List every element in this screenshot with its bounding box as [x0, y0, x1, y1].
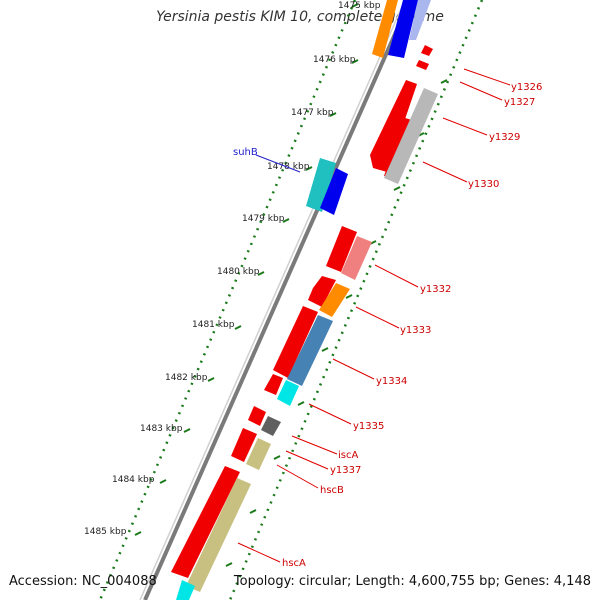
gene-red-f[interactable] — [231, 428, 257, 462]
gene-khaki-y1337[interactable] — [246, 438, 271, 470]
outer-tick — [393, 186, 401, 191]
scale-label-1479: 1479 kbp — [242, 214, 285, 224]
tick — [329, 112, 337, 117]
tick — [159, 479, 167, 484]
accession-label: Accession: NC_004088 — [9, 574, 157, 589]
gene-cyan-y1335[interactable] — [277, 380, 299, 406]
gene-label-y1330[interactable]: y1330 — [468, 179, 499, 190]
gene-pink-y1332[interactable] — [341, 236, 372, 280]
scale-label-1483: 1483 kbp — [140, 424, 183, 434]
gene-label-suhb[interactable]: suhB — [233, 147, 258, 158]
gene-label-group: y1326 y1327 y1329 y1330 y1332 y1333 y133… — [282, 82, 542, 569]
gene-blue-suhb[interactable] — [320, 168, 348, 215]
tick — [305, 166, 313, 171]
outer-tick — [225, 562, 233, 567]
gene-label-y1337[interactable]: y1337 — [330, 465, 361, 476]
gene-orange-top[interactable] — [372, 0, 398, 58]
gene-red-y1327[interactable] — [416, 60, 429, 70]
gene-label-y1326[interactable]: y1326 — [511, 82, 542, 93]
map-title: Yersinia pestis KIM 10, complete genome — [156, 9, 444, 25]
gene-red-g[interactable] — [171, 466, 240, 578]
tick — [257, 271, 265, 276]
outer-tick — [273, 455, 281, 460]
scale-label-1481: 1481 kbp — [192, 320, 235, 330]
gene-label-y1327[interactable]: y1327 — [504, 97, 535, 108]
gene-label-hsca[interactable]: hscA — [282, 558, 306, 569]
outer-tick — [297, 401, 305, 406]
gene-red-e[interactable] — [248, 406, 266, 426]
label-connector-suhb — [255, 154, 301, 173]
gene-steelblue-y1334[interactable] — [287, 315, 333, 386]
forward-strand-genes — [176, 0, 438, 600]
outer-tick — [249, 509, 257, 514]
gene-lightblue-top[interactable] — [409, 0, 431, 40]
outer-tick — [321, 347, 329, 352]
gene-orange-y1333[interactable] — [319, 283, 350, 317]
tick — [351, 59, 359, 64]
tick — [134, 531, 142, 536]
gene-red-d[interactable] — [264, 374, 283, 395]
tick — [282, 218, 290, 223]
tick — [234, 325, 242, 330]
gene-red-y1326[interactable] — [421, 45, 433, 56]
gene-label-y1334[interactable]: y1334 — [376, 376, 407, 387]
gene-label-hscb[interactable]: hscB — [320, 485, 344, 496]
gene-red-b[interactable] — [308, 276, 336, 307]
tick — [351, 3, 359, 8]
gene-cyan-bottom[interactable] — [176, 580, 195, 600]
gene-blue-top[interactable] — [388, 0, 418, 58]
label-connectors — [237, 68, 511, 563]
scale-label-1476: 1476 kbp — [313, 55, 356, 65]
gene-label-y1329[interactable]: y1329 — [489, 132, 520, 143]
gene-label-y1332[interactable]: y1332 — [420, 284, 451, 295]
outer-scale-line — [228, 0, 484, 600]
gene-red-h[interactable] — [370, 80, 417, 172]
scale-label-1480: 1480 kbp — [217, 267, 260, 277]
gene-red-a[interactable] — [326, 226, 357, 272]
scale-label-1484: 1484 kbp — [112, 475, 155, 485]
gene-label-y1335[interactable]: y1335 — [353, 421, 384, 432]
genome-backbone-shadow — [139, 0, 406, 600]
gene-label-y1333[interactable]: y1333 — [400, 325, 431, 336]
gene-darkgrey-isca[interactable] — [261, 416, 281, 436]
kbp-scale: 1475 kbp 1476 kbp 1477 kbp 1478 kbp 1479… — [84, 1, 448, 567]
scale-label-1475: 1475 kbp — [338, 1, 381, 11]
gene-khaki-hsca[interactable] — [186, 478, 251, 592]
genome-summary: Topology: circular; Length: 4,600,755 bp… — [233, 574, 591, 589]
gene-red-c[interactable] — [273, 306, 318, 378]
genome-backbone — [143, 0, 412, 600]
scale-label-1485: 1485 kbp — [84, 527, 127, 537]
scale-label-1482: 1482 kbp — [165, 373, 208, 383]
gene-label-isca[interactable]: iscA — [338, 450, 358, 461]
outer-tick — [440, 79, 448, 84]
gene-grey-y1329[interactable] — [384, 88, 438, 184]
gene-cyan-suhb[interactable] — [306, 158, 336, 212]
scale-label-1477: 1477 kbp — [291, 108, 334, 118]
tick — [183, 428, 191, 433]
tick — [207, 377, 215, 382]
reverse-strand-genes — [171, 0, 417, 578]
outer-tick — [345, 294, 353, 299]
